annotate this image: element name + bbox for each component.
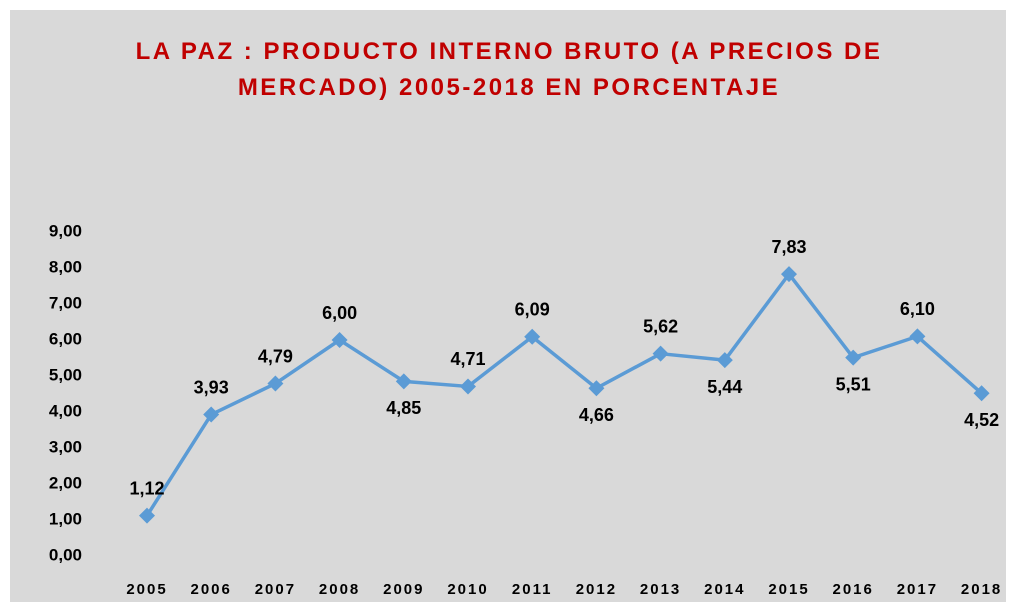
marker: [781, 266, 797, 283]
data-label: 3,93: [194, 377, 229, 397]
x-tick-label: 2008: [319, 581, 360, 598]
chart-background: [10, 10, 1006, 602]
data-label: 4,85: [386, 398, 421, 418]
marker: [909, 328, 926, 345]
x-tick-label: 2007: [255, 581, 296, 598]
x-tick-label: 2005: [126, 581, 167, 598]
marker: [652, 345, 669, 362]
data-label: 4,52: [964, 410, 999, 430]
y-tick-label: 1,00: [49, 509, 82, 528]
chart-title: LA PAZ : PRODUCTO INTERNO BRUTO (A PRECI…: [135, 38, 883, 101]
y-tick-label: 6,00: [49, 329, 82, 348]
y-tick-label: 8,00: [49, 257, 82, 276]
marker: [588, 380, 605, 397]
y-tick-label: 9,00: [49, 221, 82, 240]
marker: [139, 507, 155, 524]
y-tick-label: 3,00: [49, 437, 82, 456]
x-tick-label: 2012: [576, 581, 617, 598]
marker: [460, 378, 476, 395]
data-label: 5,62: [643, 316, 678, 336]
data-label: 6,00: [322, 303, 357, 323]
marker: [845, 349, 862, 366]
marker: [267, 375, 284, 392]
marker: [331, 332, 348, 348]
x-tick-label: 2009: [383, 581, 424, 598]
data-line: [145, 272, 983, 517]
y-tick-label: 0,00: [49, 545, 82, 564]
data-label: 6,10: [900, 299, 935, 319]
y-tick-label: 2,00: [49, 473, 82, 492]
y-tick-label: 5,00: [49, 365, 82, 384]
x-tick-label: 2017: [897, 581, 938, 598]
y-tick-label: 7,00: [49, 293, 82, 312]
marker: [395, 373, 412, 390]
data-label: 7,83: [771, 237, 806, 257]
data-label: 5,44: [707, 377, 742, 397]
marker: [973, 385, 990, 402]
marker: [524, 328, 541, 345]
x-tick-label: 2010: [447, 581, 488, 598]
marker: [203, 406, 220, 423]
data-label: 1,12: [129, 478, 164, 498]
data-label: 5,51: [836, 374, 871, 394]
data-label: 4,79: [258, 346, 293, 366]
x-tick-label: 2006: [191, 581, 232, 598]
x-tick-label: 2018: [961, 581, 1002, 598]
data-label: 4,71: [450, 349, 485, 369]
marker: [716, 352, 733, 369]
data-label: 4,66: [579, 405, 614, 425]
x-tick-label: 2013: [640, 581, 681, 598]
x-tick-label: 2016: [833, 581, 874, 598]
x-tick-label: 2015: [768, 581, 809, 598]
x-tick-label: 2011: [512, 581, 553, 598]
data-label: 6,09: [515, 300, 550, 320]
x-tick-label: 2014: [704, 581, 745, 598]
y-tick-label: 4,00: [49, 401, 82, 420]
